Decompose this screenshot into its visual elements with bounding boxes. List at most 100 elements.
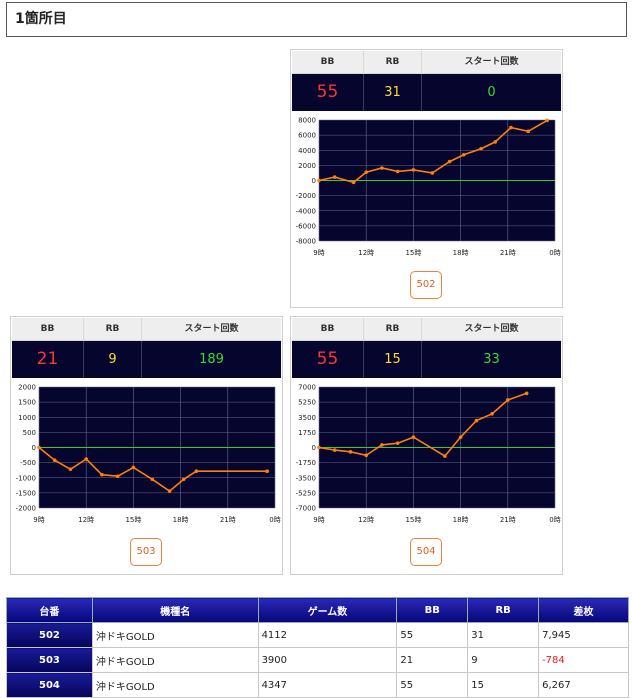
data-point [524,391,529,396]
bb-count: 55 [396,622,469,648]
data-point [332,175,337,179]
x-tick-label: 12時 [78,516,94,524]
data-point [411,168,416,172]
x-tick-label: 0時 [269,516,280,524]
y-tick-label: 1500 [18,399,36,407]
y-tick-label: 5250 [298,399,316,407]
data-point [84,457,88,461]
section-title: 1箇所目 [6,2,627,37]
machine-number[interactable]: 504 [6,672,93,698]
data-point [100,472,104,477]
data-point [430,171,435,175]
game-count: 4347 [257,672,398,698]
data-point [447,159,452,164]
summary-table: 台番 機種名 ゲーム数 BB RB 差枚 502 沖ドキGOLD 4112 55… [6,597,629,698]
rb-value: 15 [364,341,422,378]
machine-panel-504: BB RB スタート回数 55 15 33 7000 5250 3500 1750 0 -… [290,316,563,575]
rb-header: RB [364,51,422,73]
machine-number[interactable]: 503 [6,647,93,673]
x-tick-label: 0時 [549,516,560,524]
column-header-bb: BB [396,597,469,623]
start-header: スタート回数 [464,57,519,67]
game-count: 4112 [257,622,398,648]
bb-header: BB [292,51,364,73]
y-tick-label: 1750 [298,429,316,437]
y-tick-label: 0 [32,444,36,452]
rb-value: 31 [364,74,422,111]
y-tick-label: -2000 [16,505,36,513]
bb-value: 55 [292,74,364,111]
table-row[interactable]: 503 沖ドキGOLD 3900 21 9 -784 [6,647,629,673]
data-point [506,398,510,402]
data-point [265,469,269,474]
game-count: 3900 [257,647,398,673]
x-tick-label: 18時 [453,249,469,257]
slump-chart: 7000 5250 3500 1750 0 -1750 -3500 -5250 -7000 9時 1… [296,384,561,525]
data-point [458,435,463,439]
machine-503-button[interactable]: 503 [130,538,162,566]
rb-header: RB [84,318,142,340]
model-name: 沖ドキGOLD [91,647,259,673]
x-tick-label: 15時 [405,249,421,257]
machine-panel-503: BB RB スタート回数 21 9 189 2000 1500 1000 500 0 -5… [10,316,283,575]
series-line [38,446,268,493]
data-point [411,435,416,439]
y-tick-label: -8000 [296,238,316,246]
slump-chart: 2000 1500 1000 500 0 -500 -1000 -1500 -2000 9時 12時… [16,384,281,525]
x-tick-label: 18時 [453,516,469,524]
column-header-rb: RB [467,597,540,623]
data-point [490,411,494,416]
start-value: 189 [199,352,224,367]
machine-504-button[interactable]: 504 [410,538,442,566]
table-row[interactable]: 504 沖ドキGOLD 4347 55 15 6,267 [6,672,629,698]
data-point [52,458,57,463]
data-point [348,450,353,454]
data-point [364,170,368,174]
y-tick-label: -5250 [296,489,316,497]
machine-number[interactable]: 502 [6,622,93,648]
coin-difference: 6,267 [538,672,629,698]
y-tick-label: 2000 [18,384,36,392]
y-tick-label: 0 [312,177,316,185]
rb-header: RB [364,318,422,340]
data-point [181,477,186,482]
data-point [474,418,479,423]
stats-table: BB RB スタート回数 55 31 0 [292,51,561,112]
data-point [37,445,41,450]
rb-count: 9 [467,647,540,673]
slump-chart: 8000 6000 4000 2000 0 -2000 -4000 -6000 -8000 9時 1… [296,117,561,258]
data-point [545,118,549,123]
y-tick-label: -1000 [16,474,36,482]
data-point [509,125,513,130]
summary-header-row: 台番 機種名 ゲーム数 BB RB 差枚 [6,597,629,623]
coin-difference: -784 [538,647,629,673]
y-tick-label: 0 [312,444,316,452]
data-point [443,454,447,458]
data-point [395,169,400,174]
bb-count: 55 [396,672,469,698]
stats-table: BB RB スタート回数 55 15 33 [292,318,561,379]
model-name: 沖ドキGOLD [91,672,259,698]
x-tick-label: 21時 [220,516,236,524]
table-row[interactable]: 502 沖ドキGOLD 4112 55 31 7,945 [6,622,629,648]
x-tick-label: 18時 [173,516,189,524]
x-tick-label: 9時 [33,516,44,524]
data-point [380,166,384,170]
data-point [115,474,120,479]
x-tick-label: 12時 [358,516,374,524]
column-header-diff: 差枚 [538,597,629,623]
data-point [461,152,466,157]
data-point [150,477,155,482]
machine-502-button[interactable]: 502 [410,271,442,299]
machine-panel-502: BB RB スタート回数 55 31 0 8000 6000 4000 2000 0 -2… [290,49,563,308]
bb-header: BB [292,318,364,340]
y-tick-label: 1000 [18,414,36,422]
start-header: スタート回数 [184,324,239,334]
x-tick-label: 9時 [313,249,324,257]
y-tick-label: -500 [20,459,36,467]
x-tick-label: 15時 [125,516,141,524]
y-tick-label: 6000 [298,132,316,140]
y-tick-label: -6000 [296,222,316,230]
model-name: 沖ドキGOLD [91,622,259,648]
start-value: 0 [487,85,496,100]
